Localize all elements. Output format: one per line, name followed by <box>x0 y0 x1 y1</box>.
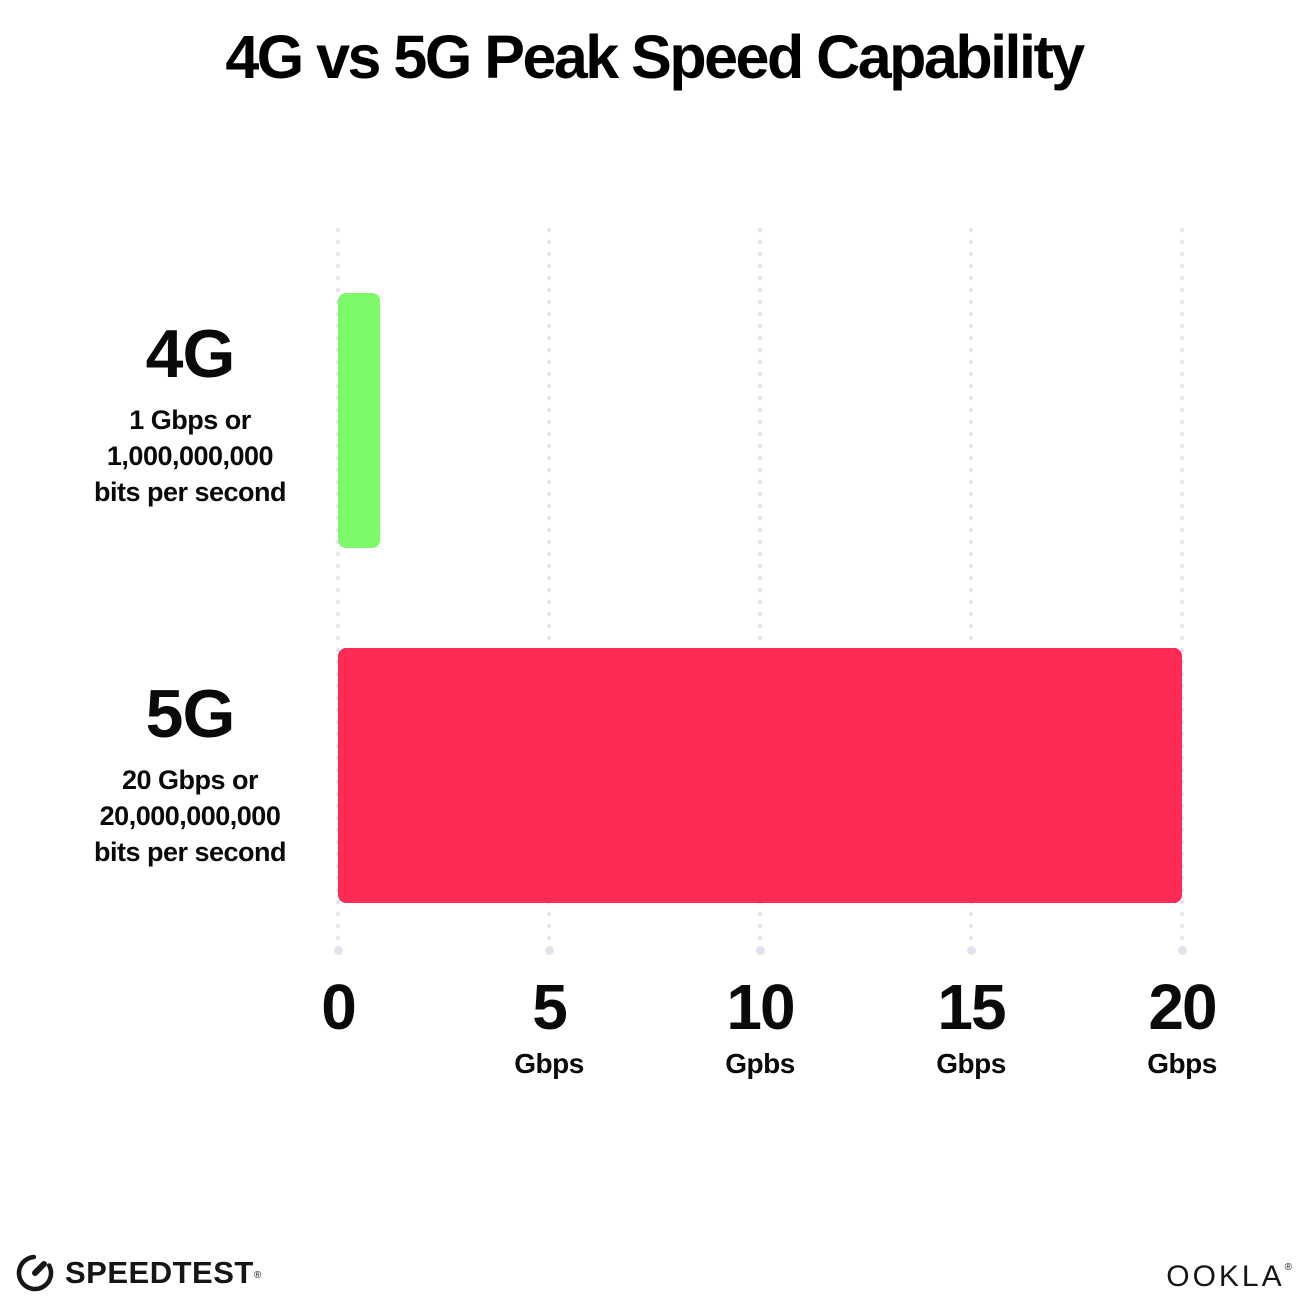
axis-tick-15: 15 Gbps <box>936 975 1006 1080</box>
gridline-15 <box>966 224 976 955</box>
axis-tick-20: 20 Gbps <box>1147 975 1217 1080</box>
bar-4g <box>338 293 381 548</box>
gridline-0 <box>333 224 343 955</box>
tick-number: 15 <box>937 971 1006 1043</box>
category-description: 1 Gbps or 1,000,000,000 bits per second <box>40 402 340 510</box>
gridline-end-dot <box>966 946 976 955</box>
x-axis: 0 5 Gbps 10 Gpbs 15 Gbps 20 Gbps <box>321 975 1217 1115</box>
tick-unit: Gbps <box>514 1048 584 1079</box>
tick-number: 20 <box>1148 971 1217 1043</box>
description-line: 1,000,000,000 <box>106 441 274 471</box>
ookla-logo: OOKLA® <box>1166 1260 1295 1294</box>
speedtest-logo: SPEEDTEST ® <box>14 1252 261 1294</box>
speedtest-gauge-icon <box>14 1252 56 1294</box>
tick-number: 5 <box>532 971 568 1043</box>
ookla-trademark-mark: ® <box>1284 1262 1295 1273</box>
tick-number: 0 <box>321 971 357 1043</box>
tick-unit <box>321 1048 355 1076</box>
tick-unit: Gbps <box>1147 1048 1217 1079</box>
description-line: 20,000,000,000 <box>99 801 281 831</box>
tick-number: 10 <box>726 971 795 1043</box>
description-line: bits per second <box>93 477 287 507</box>
speedtest-wordmark: SPEEDTEST <box>65 1255 254 1290</box>
description-line: bits per second <box>93 837 287 867</box>
description-line: 1 Gbps or <box>129 405 251 435</box>
ookla-wordmark: OOKLA <box>1166 1260 1285 1293</box>
category-description: 20 Gbps or 20,000,000,000 bits per secon… <box>40 762 340 870</box>
gridline-end-dot <box>755 946 765 955</box>
chart-plot-area <box>333 224 1187 964</box>
gridline-10 <box>755 224 765 955</box>
description-line: 20 Gbps or <box>121 765 259 795</box>
gridline-end-dot <box>544 946 554 955</box>
axis-tick-10: 10 Gpbs <box>725 975 795 1080</box>
speedtest-trademark-mark: ® <box>253 1269 262 1281</box>
gridline-end-dot <box>1177 946 1187 955</box>
category-label-4g: 4G 1 Gbps or 1,000,000,000 bits per seco… <box>40 320 340 510</box>
page-title: 4G vs 5G Peak Speed Capability <box>225 23 1085 91</box>
bar-5g <box>338 648 1182 903</box>
category-name: 4G <box>145 316 236 392</box>
gridline-5 <box>544 224 554 955</box>
tick-unit: Gpbs <box>725 1048 795 1079</box>
gridline-20 <box>1177 224 1187 955</box>
tick-unit: Gbps <box>936 1048 1006 1079</box>
axis-tick-0: 0 <box>321 971 357 1076</box>
category-label-5g: 5G 20 Gbps or 20,000,000,000 bits per se… <box>40 680 340 870</box>
category-name: 5G <box>145 676 236 752</box>
axis-tick-5: 5 Gbps <box>514 975 584 1080</box>
gridline-end-dot <box>333 946 343 955</box>
